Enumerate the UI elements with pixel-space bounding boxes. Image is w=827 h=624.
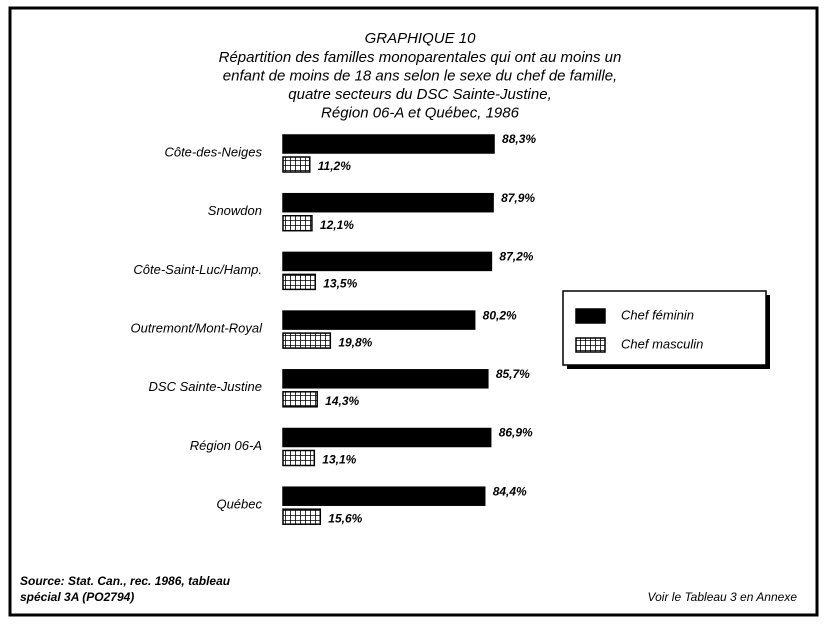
value-label: 14,3% bbox=[325, 394, 359, 408]
category-label: Québec bbox=[216, 497, 262, 512]
bar bbox=[282, 332, 332, 349]
category-label: Côte-Saint-Luc/Hamp. bbox=[133, 262, 262, 277]
value-label: 13,5% bbox=[323, 277, 357, 291]
chart-subtitle: Répartition des familles monoparentales … bbox=[219, 49, 622, 66]
legend-swatch bbox=[575, 308, 606, 324]
legend-swatch bbox=[575, 337, 606, 353]
value-label: 86,9% bbox=[499, 426, 533, 440]
value-label: 12,1% bbox=[320, 218, 354, 232]
bar bbox=[282, 134, 495, 154]
legend-box bbox=[562, 290, 767, 366]
bar bbox=[282, 310, 476, 330]
bar bbox=[282, 214, 313, 232]
value-label: 11,2% bbox=[318, 159, 351, 173]
category-label: Région 06-A bbox=[190, 438, 262, 453]
bar bbox=[282, 508, 322, 525]
source: Source: Stat. Can., rec. 1986, tableau bbox=[20, 574, 231, 588]
bar bbox=[282, 369, 489, 389]
bar bbox=[282, 192, 494, 213]
chart-subtitle: Région 06-A et Québec, 1986 bbox=[321, 104, 520, 121]
bar bbox=[282, 427, 492, 448]
category-label: DSC Sainte-Justine bbox=[149, 379, 262, 394]
legend-label: Chef féminin bbox=[621, 307, 694, 322]
value-label: 88,3% bbox=[502, 132, 536, 146]
bar bbox=[282, 486, 486, 506]
category-label: Côte-des-Neiges bbox=[164, 144, 262, 159]
chart-subtitle: enfant de moins de 18 ans selon le sexe … bbox=[223, 67, 617, 84]
chart-subtitle: quatre secteurs du DSC Sainte-Justine, bbox=[288, 86, 551, 103]
bar bbox=[282, 273, 317, 291]
note: Voir le Tableau 3 en Annexe bbox=[648, 590, 798, 604]
value-label: 13,1% bbox=[322, 453, 356, 467]
value-label: 84,4% bbox=[493, 484, 527, 498]
legend-label: Chef masculin bbox=[621, 336, 703, 351]
bar bbox=[282, 391, 318, 408]
value-label: 85,7% bbox=[496, 367, 530, 381]
value-label: 15,6% bbox=[328, 511, 362, 525]
value-label: 19,8% bbox=[338, 335, 372, 349]
chart-title: GRAPHIQUE 10 bbox=[365, 30, 477, 47]
source: spécial 3A (PO2794) bbox=[20, 590, 134, 604]
value-label: 80,2% bbox=[483, 308, 517, 322]
bar bbox=[282, 156, 311, 173]
category-label: Outremont/Mont-Royal bbox=[131, 321, 264, 336]
category-label: Snowdon bbox=[208, 203, 262, 218]
value-label: 87,9% bbox=[501, 191, 535, 205]
value-label: 87,2% bbox=[499, 250, 533, 264]
bar bbox=[282, 251, 493, 272]
bar bbox=[282, 449, 316, 467]
